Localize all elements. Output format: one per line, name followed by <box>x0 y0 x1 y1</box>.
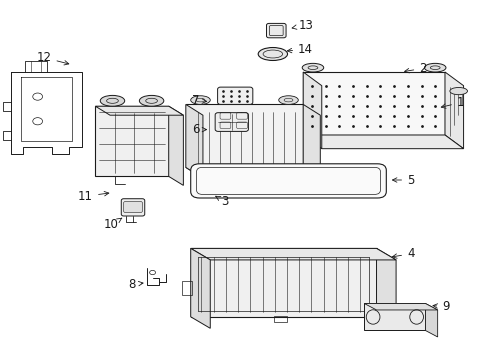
FancyBboxPatch shape <box>217 87 252 104</box>
Polygon shape <box>95 106 183 115</box>
FancyBboxPatch shape <box>190 164 386 198</box>
Polygon shape <box>364 303 425 330</box>
Polygon shape <box>190 248 395 260</box>
Polygon shape <box>303 135 463 149</box>
Ellipse shape <box>139 95 163 106</box>
Ellipse shape <box>424 63 445 72</box>
Text: 2: 2 <box>404 62 426 75</box>
Polygon shape <box>185 104 303 167</box>
Polygon shape <box>425 303 437 337</box>
Polygon shape <box>190 248 376 317</box>
Text: 12: 12 <box>37 51 69 65</box>
Ellipse shape <box>449 87 467 95</box>
Polygon shape <box>444 72 463 149</box>
Bar <box>182 281 191 295</box>
Ellipse shape <box>100 95 124 106</box>
Polygon shape <box>303 72 444 135</box>
Text: 7: 7 <box>191 94 206 107</box>
Text: 10: 10 <box>104 218 122 231</box>
Polygon shape <box>303 72 321 149</box>
Polygon shape <box>185 167 320 178</box>
Text: 11: 11 <box>78 190 108 203</box>
Text: 6: 6 <box>191 123 206 136</box>
FancyBboxPatch shape <box>266 23 285 38</box>
Polygon shape <box>303 104 320 178</box>
Text: 14: 14 <box>287 43 312 56</box>
Polygon shape <box>376 248 395 328</box>
Ellipse shape <box>258 48 287 60</box>
Text: 13: 13 <box>291 19 312 32</box>
Text: 9: 9 <box>432 300 449 313</box>
Text: 1: 1 <box>440 96 464 109</box>
FancyBboxPatch shape <box>123 202 142 212</box>
Polygon shape <box>190 248 210 328</box>
Text: 5: 5 <box>392 174 414 186</box>
Text: 3: 3 <box>215 195 228 208</box>
FancyBboxPatch shape <box>121 199 144 216</box>
Ellipse shape <box>190 96 210 104</box>
Polygon shape <box>364 303 437 310</box>
Ellipse shape <box>302 63 323 72</box>
FancyBboxPatch shape <box>215 113 248 131</box>
Bar <box>274 316 286 322</box>
Polygon shape <box>168 106 183 185</box>
Text: 8: 8 <box>128 278 142 291</box>
Text: 4: 4 <box>391 247 414 260</box>
Ellipse shape <box>278 96 298 104</box>
Polygon shape <box>95 106 168 176</box>
Polygon shape <box>185 104 203 178</box>
